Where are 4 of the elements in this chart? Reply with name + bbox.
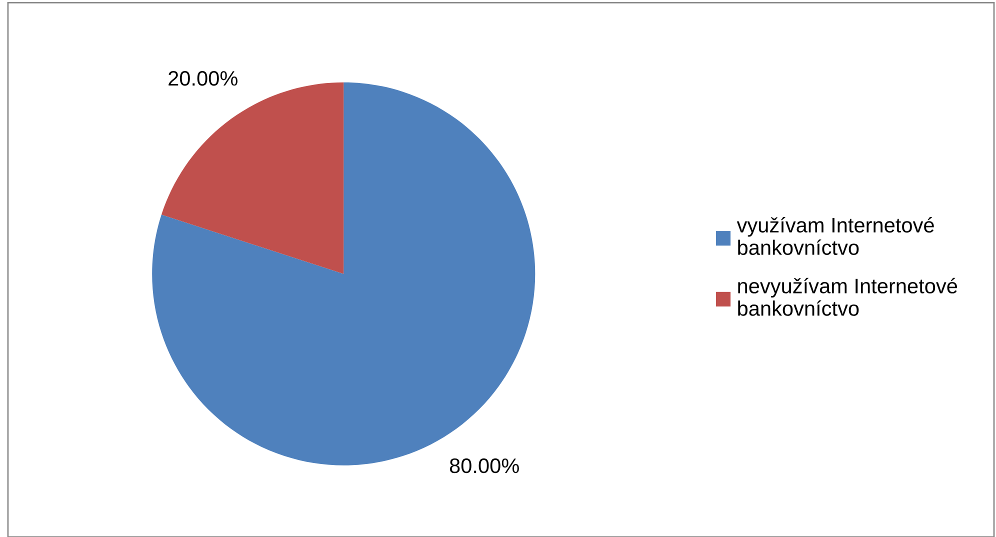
data-label: 20.00% (168, 71, 238, 86)
legend-label: využívam Internetové bankovníctvo (736, 217, 934, 256)
legend-label: nevyužívam Internetové bankovníctvo (738, 278, 958, 316)
data-label: 80.00% (450, 458, 519, 474)
